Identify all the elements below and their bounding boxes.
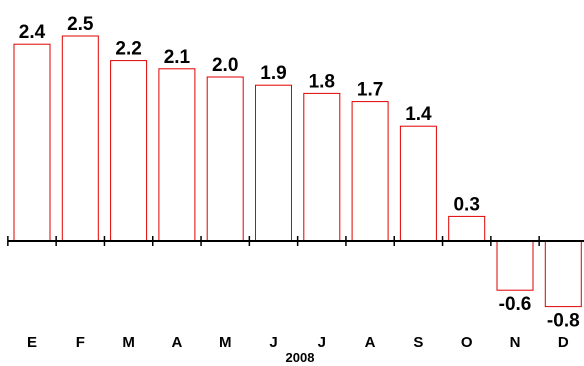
data-label: 2.4 bbox=[19, 22, 46, 43]
bar bbox=[351, 101, 389, 242]
bar bbox=[399, 125, 437, 242]
data-label: -0.8 bbox=[547, 311, 580, 332]
bar bbox=[206, 76, 244, 242]
data-label: 1.8 bbox=[309, 71, 335, 92]
bar bbox=[496, 240, 534, 291]
data-label: 2.0 bbox=[212, 55, 238, 76]
bar bbox=[303, 92, 341, 242]
bar bbox=[13, 43, 51, 242]
data-label: 2.5 bbox=[67, 14, 94, 35]
category-label: J bbox=[269, 334, 277, 351]
bars-group bbox=[13, 35, 582, 308]
bar bbox=[110, 60, 148, 242]
category-label: A bbox=[171, 334, 182, 351]
category-label: N bbox=[510, 334, 521, 351]
data-label: 0.3 bbox=[453, 194, 479, 215]
x-axis-ticks bbox=[7, 236, 540, 246]
bar bbox=[544, 240, 582, 308]
bar bbox=[255, 84, 292, 242]
data-labels-group: 2.4 2.5 2.2 2.1 2.0 1.9 1.8 1.7 1.4 0.3 -0.6 -0.8 bbox=[19, 14, 580, 332]
category-label: M bbox=[219, 334, 232, 351]
data-label: -0.6 bbox=[499, 294, 532, 315]
data-label: 1.9 bbox=[260, 63, 286, 84]
category-label: A bbox=[365, 334, 376, 351]
category-label: E bbox=[27, 334, 37, 351]
bar bbox=[158, 68, 196, 242]
bar bbox=[448, 215, 486, 242]
category-label: F bbox=[76, 334, 85, 351]
bar bbox=[61, 35, 99, 242]
data-label: 1.7 bbox=[357, 80, 383, 101]
data-label: 2.1 bbox=[164, 47, 191, 68]
category-label: S bbox=[413, 334, 423, 351]
data-label: 1.4 bbox=[405, 104, 432, 125]
x-axis-label: 2008 bbox=[286, 350, 315, 365]
category-label: O bbox=[461, 334, 473, 351]
category-label: M bbox=[122, 334, 135, 351]
category-label: J bbox=[318, 334, 326, 351]
data-label: 2.2 bbox=[115, 39, 141, 60]
category-label: D bbox=[558, 334, 569, 351]
